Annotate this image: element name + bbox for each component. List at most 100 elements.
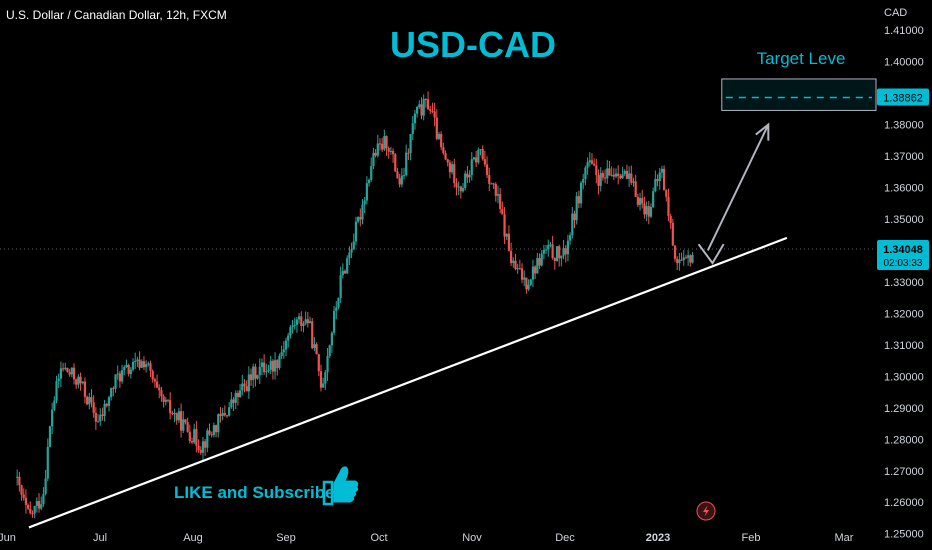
candle-body	[549, 244, 552, 246]
candle-body	[308, 321, 312, 324]
candle	[265, 363, 268, 378]
candle	[590, 153, 594, 165]
target-arrow[interactable]	[706, 124, 770, 251]
candle-body	[621, 174, 624, 179]
candle	[64, 362, 67, 371]
candle	[280, 345, 283, 360]
candle-body	[51, 409, 54, 427]
candle-body	[394, 154, 397, 172]
candle-body	[555, 246, 559, 261]
candle	[206, 428, 209, 453]
candle-body	[446, 159, 449, 163]
candle-body	[464, 173, 467, 188]
candle	[70, 367, 73, 378]
candle-body	[164, 399, 167, 402]
candle-body	[678, 259, 681, 264]
candle	[81, 381, 84, 385]
candle	[16, 469, 19, 486]
candle	[396, 167, 399, 179]
candle	[483, 150, 486, 167]
candle	[319, 364, 323, 392]
candle-body	[590, 160, 594, 164]
candle-body	[359, 217, 362, 220]
candle	[295, 316, 299, 333]
candle	[529, 278, 532, 287]
candle	[134, 352, 137, 369]
candle	[35, 497, 38, 513]
candle	[51, 402, 54, 435]
candle	[228, 402, 231, 417]
candle-body	[656, 179, 659, 182]
price-tick-label: 1.31000	[884, 340, 924, 352]
candle	[577, 190, 580, 209]
candle-body	[496, 194, 500, 196]
candle-body	[593, 163, 596, 166]
candle	[510, 242, 513, 266]
candle-body	[601, 173, 604, 178]
support-trendline[interactable]	[28, 236, 788, 529]
candle	[630, 165, 633, 185]
candle	[547, 239, 550, 257]
candle-body	[289, 327, 292, 336]
candle-body	[101, 414, 104, 416]
candle-body	[396, 171, 399, 179]
candle-body	[339, 275, 342, 298]
candle	[293, 317, 296, 330]
candle-body	[234, 392, 237, 403]
candle-body	[214, 425, 218, 433]
target-zone[interactable]	[721, 78, 877, 111]
candle	[402, 167, 406, 180]
candle-body	[420, 104, 423, 116]
candle	[385, 135, 388, 156]
price-tick-label: 1.33000	[884, 277, 924, 289]
candle-body	[385, 136, 388, 149]
candle-body	[400, 175, 403, 185]
price-axis[interactable]: 1.25000 1.26000 1.27000 1.28000 1.29000 1.300…	[884, 25, 924, 541]
candle-body	[267, 369, 270, 372]
candle	[79, 372, 82, 391]
candle	[204, 438, 207, 456]
candle-body	[468, 175, 471, 178]
candle-body	[606, 168, 609, 179]
candle	[234, 390, 237, 410]
candle	[33, 505, 36, 519]
candle	[654, 170, 657, 193]
candle-body	[437, 133, 441, 139]
candle-body	[116, 373, 119, 375]
lightning-icon[interactable]	[696, 501, 716, 521]
candle	[308, 316, 312, 324]
candle	[313, 337, 316, 352]
candle-body	[18, 476, 21, 486]
candle	[243, 379, 246, 393]
candle-body	[691, 254, 694, 263]
candle-body	[623, 170, 626, 175]
candle-body	[673, 245, 677, 259]
candle	[418, 100, 421, 109]
candle-body	[429, 109, 432, 111]
candle	[136, 356, 139, 367]
candle	[298, 312, 301, 324]
candle	[53, 396, 56, 412]
candle-body	[665, 190, 668, 197]
candle-body	[221, 412, 224, 416]
candle-body	[402, 175, 406, 177]
candle-body	[228, 407, 231, 416]
candle-body	[505, 233, 508, 237]
candle-body	[485, 164, 489, 176]
candle-body	[99, 414, 102, 422]
candle-body	[654, 179, 657, 192]
time-axis[interactable]: Jun Jul Aug Sep Oct Nov Dec 2023 Feb Mar	[0, 532, 854, 544]
candle	[37, 493, 41, 513]
candle-body	[64, 367, 67, 369]
candle	[652, 187, 655, 209]
candle	[210, 431, 213, 438]
candle	[94, 407, 97, 430]
candle-body	[479, 149, 482, 151]
candle-body	[70, 367, 73, 375]
candle-body	[643, 203, 646, 215]
candle	[512, 257, 515, 268]
candle-body	[112, 388, 115, 390]
like-subscribe-annotation[interactable]: LIKE and Subscribe	[174, 466, 359, 506]
candle-body	[494, 184, 497, 196]
